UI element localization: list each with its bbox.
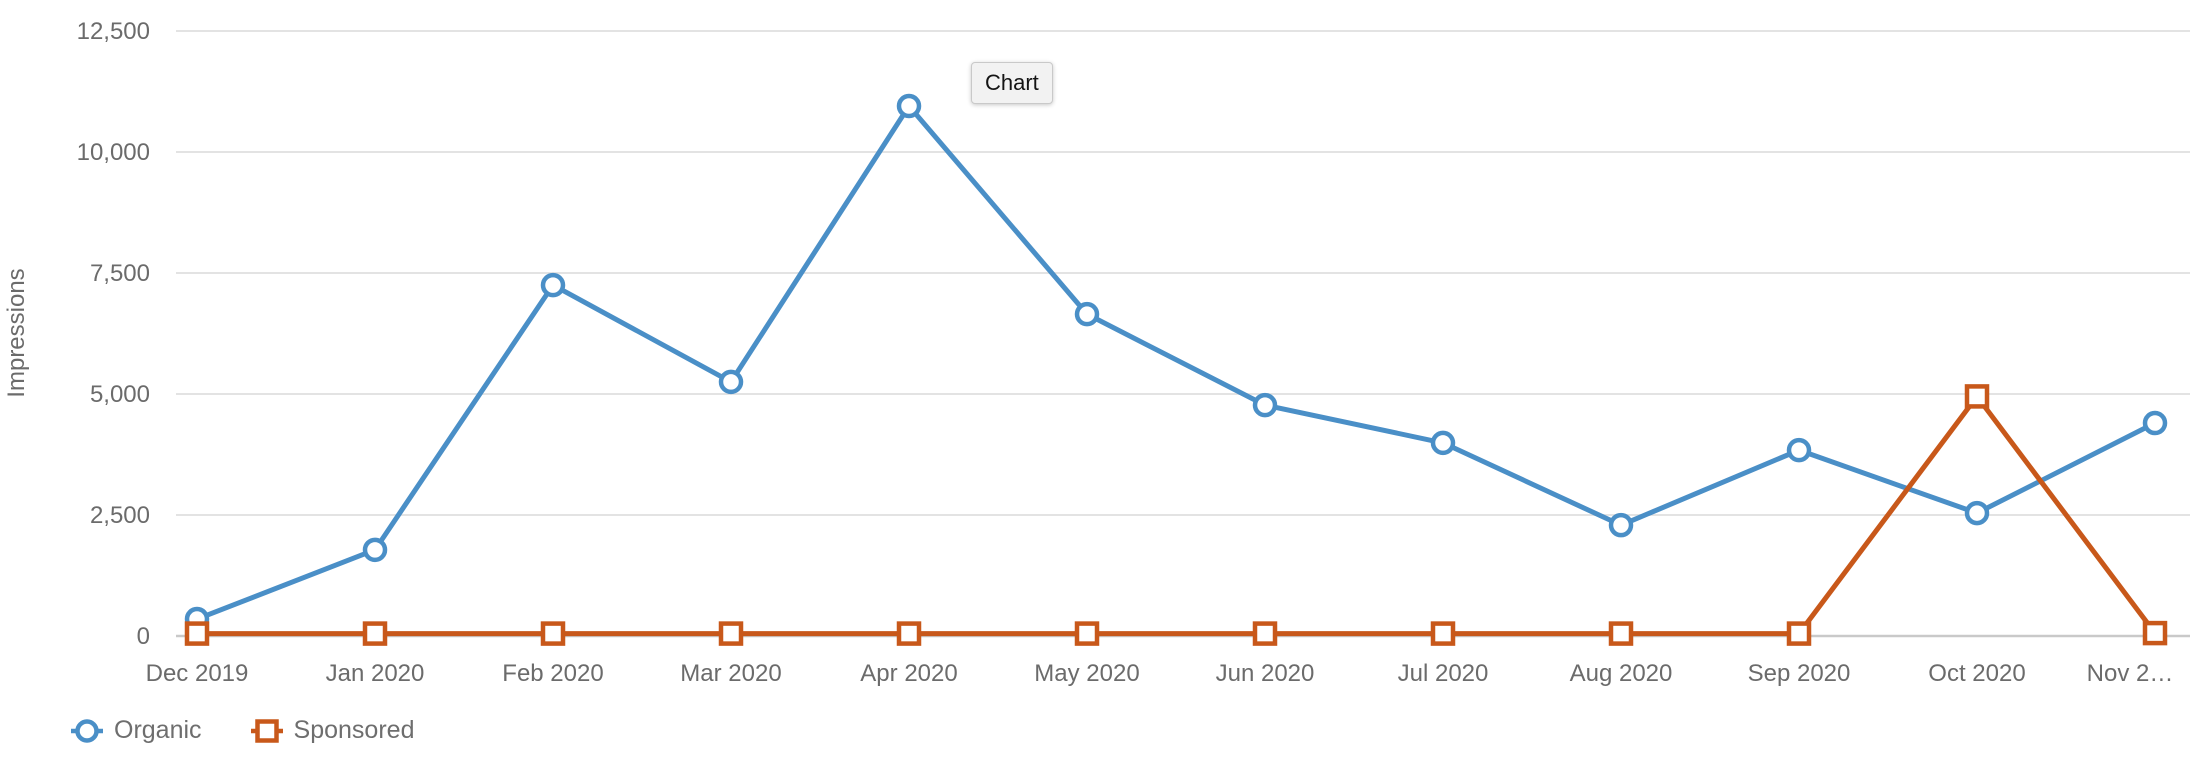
organic-marker-3[interactable]: [718, 369, 744, 395]
sponsored-marker-6[interactable]: [1252, 621, 1278, 646]
x-tick-label-7: Jul 2020: [1398, 660, 1489, 687]
sponsored-line[interactable]: [194, 393, 2158, 637]
sponsored-marker-2[interactable]: [540, 621, 566, 646]
organic-circle-icon: [71, 718, 103, 743]
legend-item-sponsored[interactable]: Sponsored: [250, 716, 415, 745]
organic-marker-7[interactable]: [1430, 430, 1456, 456]
x-tick-label-0: Dec 2019: [146, 660, 249, 687]
x-tick-label-3: Mar 2020: [680, 660, 781, 687]
x-tick-label-11: Nov 2…: [2087, 660, 2174, 687]
x-tick-label-10: Oct 2020: [1928, 660, 2025, 687]
x-tick-label-1: Jan 2020: [326, 660, 425, 687]
organic-marker-1[interactable]: [362, 537, 388, 563]
legend-label-sponsored: Sponsored: [293, 716, 415, 744]
sponsored-marker-7[interactable]: [1430, 621, 1456, 646]
sponsored-marker-11[interactable]: [2142, 620, 2168, 646]
chart-tooltip: Chart: [971, 62, 1053, 104]
sponsored-marker-4[interactable]: [896, 621, 922, 646]
sponsored-marker-0[interactable]: [184, 621, 210, 646]
y-tick-label-12500: 12,500: [77, 18, 150, 45]
y-tick-label-7500: 7,500: [90, 260, 150, 287]
organic-line[interactable]: [194, 103, 2158, 622]
x-tick-label-8: Aug 2020: [1570, 660, 1673, 687]
organic-marker-8[interactable]: [1608, 512, 1634, 538]
sponsored-marker-1[interactable]: [362, 621, 388, 646]
y-tick-label-10000: 10,000: [77, 139, 150, 166]
y-tick-label-0: 0: [137, 623, 150, 650]
organic-marker-6[interactable]: [1252, 392, 1278, 418]
organic-marker-9[interactable]: [1786, 437, 1812, 463]
organic-marker-11[interactable]: [2142, 410, 2168, 436]
y-tick-label-2500: 2,500: [90, 502, 150, 529]
legend-label-organic: Organic: [114, 716, 202, 744]
legend-item-organic[interactable]: Organic: [70, 716, 202, 745]
sponsored-marker-9[interactable]: [1786, 621, 1812, 646]
organic-marker-5[interactable]: [1074, 301, 1100, 327]
organic-marker-10[interactable]: [1964, 500, 1990, 526]
x-tick-label-4: Apr 2020: [860, 660, 957, 687]
x-tick-label-9: Sep 2020: [1748, 660, 1851, 687]
y-axis-title: Impressions: [3, 268, 30, 398]
x-tick-label-5: May 2020: [1034, 660, 1139, 687]
organic-marker-4[interactable]: [896, 93, 922, 119]
y-tick-label-5000: 5,000: [90, 381, 150, 408]
sponsored-marker-5[interactable]: [1074, 621, 1100, 646]
x-tick-label-2: Feb 2020: [502, 660, 603, 687]
sponsored-marker-3[interactable]: [718, 621, 744, 646]
sponsored-square-icon: [250, 718, 283, 743]
sponsored-marker-10[interactable]: [1964, 384, 1990, 409]
organic-marker-2[interactable]: [540, 272, 566, 298]
chart-legend: Organic Sponsored: [70, 716, 414, 745]
x-tick-label-6: Jun 2020: [1216, 660, 1315, 687]
sponsored-marker-8[interactable]: [1608, 621, 1634, 646]
